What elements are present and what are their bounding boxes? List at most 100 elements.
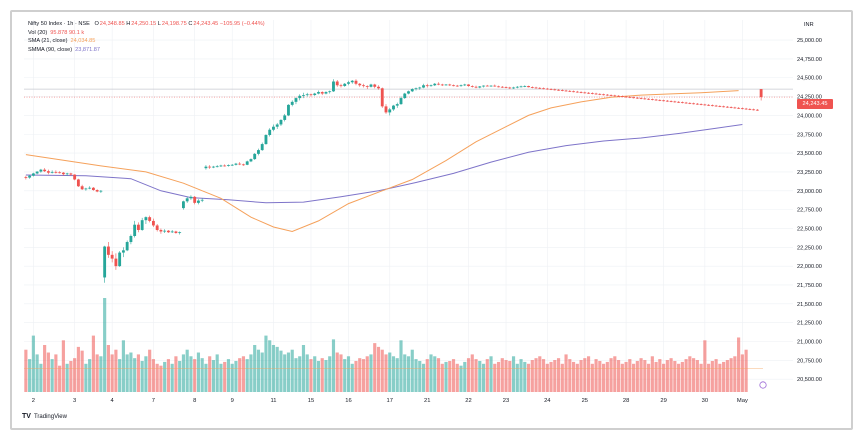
sma-indicator-label[interactable]: SMA (21, close) [28, 38, 68, 45]
volume-bar [215, 354, 219, 392]
volume-bar [80, 350, 84, 392]
volume-bar [24, 349, 28, 392]
volume-bar [448, 360, 452, 392]
volume-bar [121, 340, 125, 392]
candle-body [290, 101, 294, 105]
change-value: −105.95 (−0.44%) [219, 21, 265, 27]
x-tick-label: 2 [32, 398, 35, 404]
volume-bar [590, 363, 594, 392]
candle-body [317, 92, 320, 94]
volume-bar [343, 359, 347, 392]
volume-bar [159, 365, 163, 392]
sma-line [25, 90, 739, 233]
candle-body [234, 163, 238, 165]
volume-bar [140, 360, 144, 392]
candle-body [418, 87, 422, 89]
volume-bar [260, 352, 264, 392]
candle-body [283, 115, 287, 120]
candle-body [568, 90, 572, 92]
volume-bar [650, 356, 654, 392]
volume-bar [73, 358, 77, 392]
volume-bar [69, 360, 73, 392]
candle-body [80, 186, 84, 190]
candle-body [272, 126, 275, 130]
candle-body [594, 93, 598, 95]
candle-body [125, 242, 129, 251]
y-tick-label: 22,500.00 [797, 226, 822, 232]
volume-bar [647, 363, 651, 392]
volume-bar [211, 360, 216, 392]
volume-bar [144, 356, 148, 392]
volume-bar [99, 356, 103, 392]
candle-body [455, 85, 459, 87]
volume-bar [226, 359, 231, 392]
symbol-name[interactable]: Nifty 50 Index · 1h · NSE [28, 21, 90, 27]
candle-body [35, 171, 39, 174]
candle-body [425, 85, 429, 87]
candle-body [343, 83, 347, 87]
volume-bar [613, 356, 617, 392]
y-tick-label: 24,750.00 [797, 57, 822, 63]
volume-bar [365, 356, 369, 392]
candle-body [200, 199, 204, 201]
volume-bar [586, 356, 591, 392]
candle-body [268, 129, 272, 136]
close-value: 24,243.45 [193, 21, 219, 27]
candle-body [166, 230, 170, 233]
candle-body [650, 99, 654, 101]
candle-body [103, 246, 107, 278]
candle-body [347, 82, 350, 84]
volume-bar [406, 356, 411, 392]
candle-body [155, 225, 159, 230]
volume-bar [380, 349, 384, 392]
volume-bar [478, 360, 482, 392]
y-tick-label: 21,750.00 [797, 283, 822, 289]
candle-body [392, 105, 395, 110]
volume-bar [737, 337, 741, 392]
volume-bar [118, 359, 122, 392]
candle-body [654, 99, 658, 101]
high-label: H [126, 21, 131, 27]
y-tick-label: 21,000.00 [797, 340, 822, 346]
candle-body [512, 87, 515, 89]
volume-bar [298, 356, 302, 392]
time-scale-settings-icon[interactable] [759, 381, 767, 389]
volume-indicator-label[interactable]: Vol (20) [28, 29, 48, 36]
candle-body [598, 93, 602, 95]
volume-bar [241, 356, 246, 392]
candle-body [106, 246, 110, 255]
x-tick-label: 16 [345, 398, 351, 404]
y-tick-label: 23,500.00 [797, 151, 822, 157]
volume-bar [654, 361, 658, 392]
volume-bar [579, 360, 583, 392]
volume-bar [170, 363, 174, 392]
candle-body [50, 171, 54, 173]
candle-body [605, 94, 609, 96]
candle-body [575, 91, 579, 93]
candle-body [662, 100, 666, 102]
candle-body [39, 169, 43, 172]
candle-body [748, 109, 752, 110]
volume-bar [294, 358, 298, 392]
candle-body [69, 173, 73, 175]
candle-body [538, 87, 542, 89]
candle-body [587, 92, 590, 94]
volume-bar [601, 363, 606, 392]
candle-body [695, 103, 699, 105]
volume-bar [223, 361, 227, 392]
volume-bar [556, 358, 561, 392]
volume-bar [178, 360, 182, 392]
volume-bar [489, 356, 493, 392]
smma-indicator-label[interactable]: SMMA (90, close) [28, 46, 73, 53]
volume-bar [549, 361, 553, 392]
volume-bar [560, 363, 564, 392]
tradingview-logo[interactable]: TV TradingView [22, 413, 67, 420]
candle-body [725, 106, 729, 108]
volume-bar [174, 356, 178, 392]
candle-body [129, 236, 133, 243]
volume-bar [39, 363, 43, 392]
candle-body [365, 86, 369, 87]
volume-bar [335, 352, 339, 392]
volume-bar [88, 359, 92, 392]
